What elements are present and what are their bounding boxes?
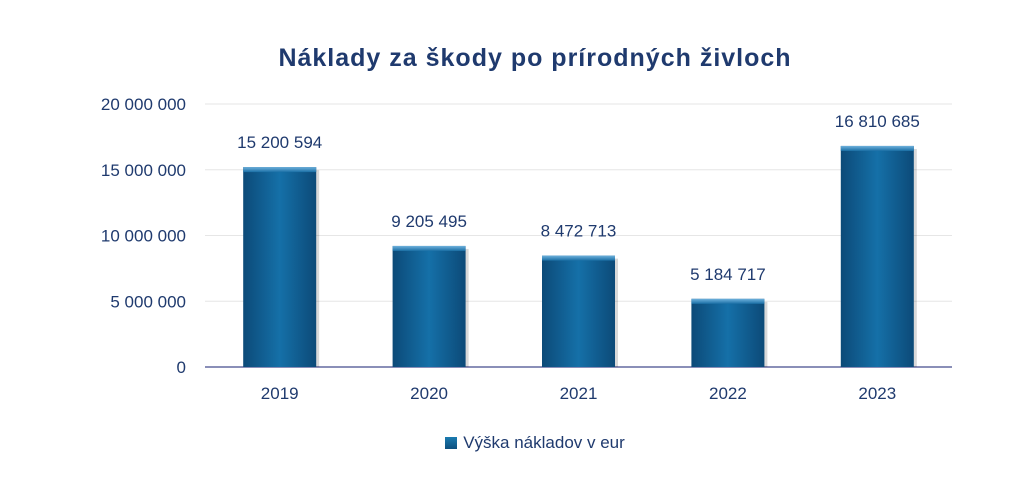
x-tick-label: 2020	[410, 384, 448, 403]
bar	[840, 145, 914, 367]
y-tick-label: 5 000 000	[110, 292, 186, 311]
x-tick-label: 2023	[858, 384, 896, 403]
data-label: 5 184 717	[690, 265, 766, 284]
bar-top-bevel	[840, 145, 914, 151]
y-tick-label: 20 000 000	[101, 95, 186, 114]
gridlines	[205, 103, 952, 368]
legend: Výška nákladov v eur	[0, 433, 1024, 453]
legend-label: Výška nákladov v eur	[463, 433, 625, 452]
y-axis-ticks: 0 5 000 000 10 000 000 15 000 000 20 000 000	[101, 95, 186, 377]
chart-title: Náklady za škody po prírodných živloch	[278, 44, 792, 72]
y-tick-label: 15 000 000	[101, 161, 186, 180]
data-label: 8 472 713	[541, 222, 617, 241]
bar	[691, 298, 765, 367]
x-tick-label: 2019	[261, 384, 299, 403]
bar	[392, 245, 466, 367]
bar-top-bevel	[691, 298, 765, 304]
data-label: 15 200 594	[237, 133, 322, 152]
data-label: 16 810 685	[835, 112, 920, 131]
y-tick-label: 0	[177, 358, 186, 377]
data-label: 9 205 495	[391, 212, 467, 231]
legend-swatch	[445, 437, 458, 449]
bar-top-bevel	[542, 255, 615, 261]
y-tick-label: 10 000 000	[101, 227, 186, 246]
bar	[542, 255, 615, 367]
x-tick-label: 2022	[709, 384, 747, 403]
bar	[243, 167, 317, 367]
bars: 15 200 594 9 205 495 8 472 713 5 184 717 16 …	[237, 112, 920, 367]
bar-top-bevel	[243, 167, 317, 173]
x-tick-label: 2021	[560, 384, 598, 403]
x-axis-ticks: 2019 2020 2021 2022 2023	[261, 384, 896, 403]
bar-top-bevel	[392, 245, 466, 251]
